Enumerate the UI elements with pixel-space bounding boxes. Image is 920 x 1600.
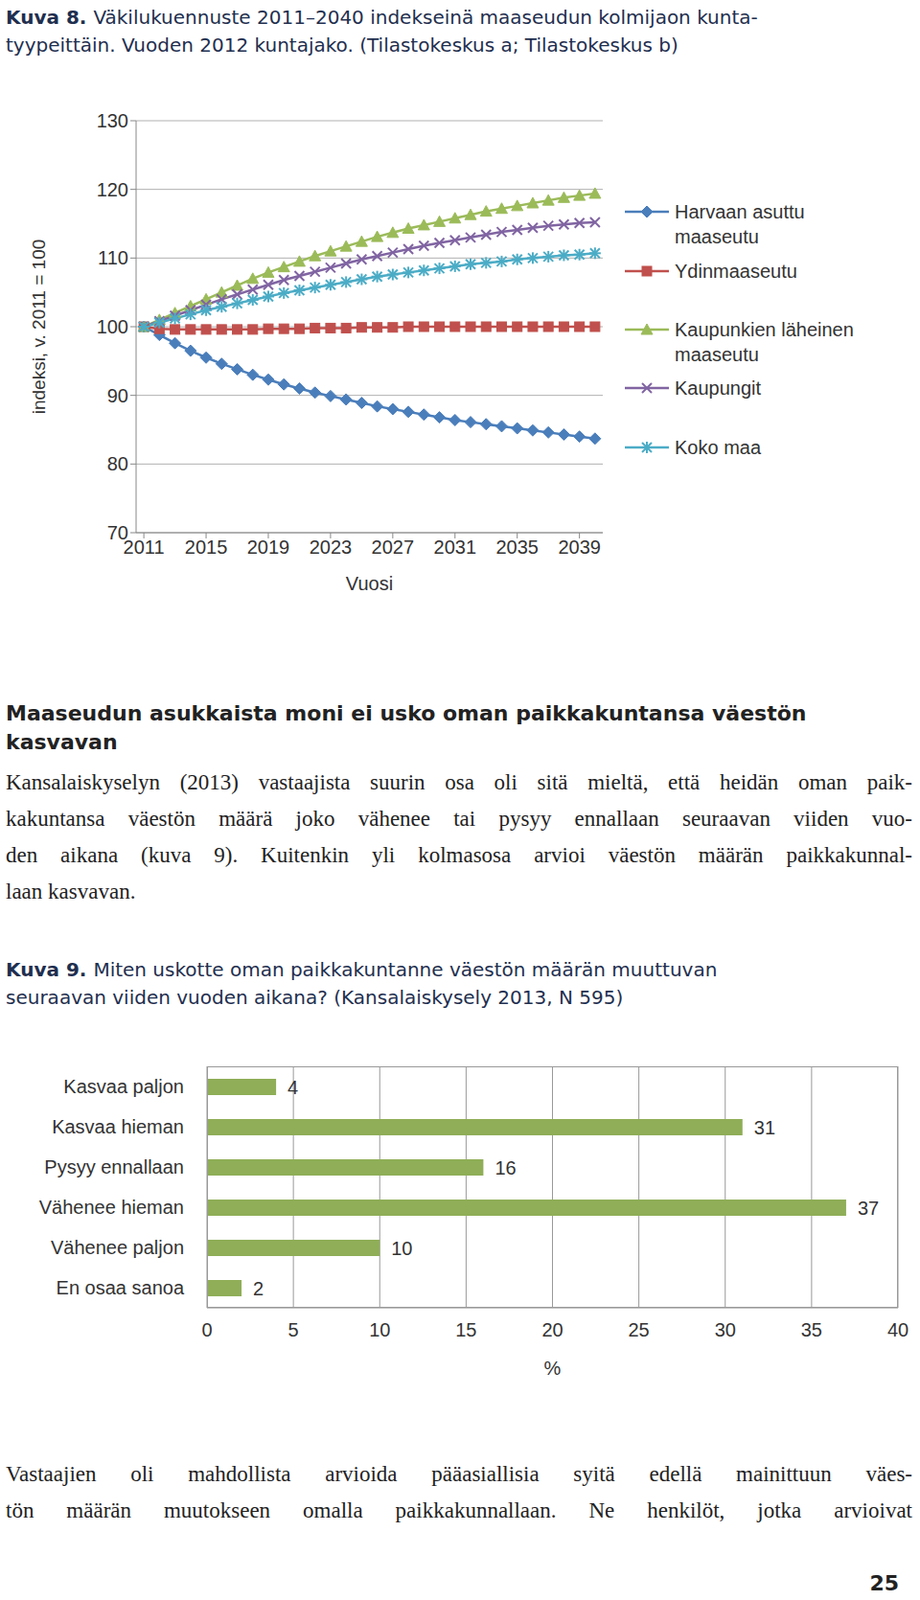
html-text:Kansalaiskyselyn (2013) vastaa: Kansalaiskyselyn (2013) vastaajista suur… — [5, 770, 913, 795]
svg-text:Vuosi: Vuosi — [345, 573, 393, 595]
html-text:25: 25 — [869, 1571, 899, 1596]
svg-text:0: 0 — [201, 1319, 212, 1341]
svg-text:2019: 2019 — [247, 536, 291, 558]
svg-text:30: 30 — [714, 1319, 736, 1341]
svg-text:2039: 2039 — [557, 536, 601, 558]
svg-text:2015: 2015 — [184, 536, 229, 558]
html-text:Kuva 9. Miten uskotte oman pai: Kuva 9. Miten uskotte oman paikkakuntann… — [5, 958, 718, 982]
svg-text:2035: 2035 — [495, 536, 539, 558]
svg-text:20: 20 — [541, 1319, 563, 1341]
svg-text:15: 15 — [455, 1319, 477, 1341]
svg-text:En osaa sanoa: En osaa sanoa — [56, 1277, 185, 1299]
html-text:seuraavan viiden vuoden aikana: seuraavan viiden vuoden aikana? (Kansala… — [5, 986, 624, 1010]
html-text:Vastaajien oli mahdollista arv: Vastaajien oli mahdollista arvioida pääa… — [5, 1462, 913, 1487]
html-text:kasvavan: kasvavan — [5, 730, 118, 755]
html-text:Kuva 8. Väkilukuennuste 2011–2: Kuva 8. Väkilukuennuste 2011–2040 indeks… — [5, 5, 758, 29]
html-text:den aikana (kuva 9). Kuitenkin: den aikana (kuva 9). Kuitenkin yli kolma… — [5, 843, 913, 868]
html-text:Ydinmaaseutu: Ydinmaaseutu — [674, 260, 798, 282]
html-text:Maaseudun asukkaista moni ei u: Maaseudun asukkaista moni ei usko oman p… — [5, 701, 807, 726]
svg-text:Vähenee paljon: Vähenee paljon — [50, 1237, 184, 1259]
svg-text:Vähenee hieman: Vähenee hieman — [39, 1196, 184, 1219]
svg-text:2023: 2023 — [309, 536, 353, 558]
html-text:tön määrän muutokseen omalla p: tön määrän muutokseen omalla paikkakunna… — [5, 1498, 913, 1523]
html-text:kakuntansa väestön määrä joko: kakuntansa väestön määrä joko vähenee ta… — [5, 806, 913, 831]
html-text:tyypeittäin. Vuoden 2012 kunta: tyypeittäin. Vuoden 2012 kuntajako. (Til… — [5, 33, 679, 57]
svg-text:70: 70 — [107, 522, 129, 544]
svg-text:2027: 2027 — [371, 536, 415, 558]
svg-text:90: 90 — [107, 385, 129, 407]
svg-text:35: 35 — [801, 1319, 823, 1341]
svg-text:120: 120 — [96, 179, 129, 201]
svg-text:10: 10 — [391, 1238, 413, 1260]
html-text:Kaupunkien läheinen maaseutu: Kaupunkien läheinen maaseutu — [674, 319, 854, 366]
svg-text:indeksi, v. 2011 = 100: indeksi, v. 2011 = 100 — [28, 239, 49, 415]
svg-text:2011: 2011 — [123, 536, 165, 558]
svg-text:Pysyy ennallaan: Pysyy ennallaan — [44, 1156, 184, 1178]
html-text:Kaupungit: Kaupungit — [674, 377, 762, 399]
svg-text:5: 5 — [288, 1319, 299, 1341]
svg-text:110: 110 — [97, 247, 129, 269]
svg-text:100: 100 — [96, 316, 129, 338]
svg-text:31: 31 — [754, 1117, 776, 1139]
svg-text:16: 16 — [494, 1157, 516, 1179]
svg-text:10: 10 — [368, 1319, 391, 1341]
html-text:Koko maa: Koko maa — [674, 437, 762, 459]
svg-text:4: 4 — [287, 1077, 299, 1099]
svg-text:80: 80 — [107, 453, 129, 475]
svg-text:130: 130 — [96, 110, 129, 132]
svg-text:2: 2 — [253, 1278, 264, 1300]
svg-text:40: 40 — [887, 1319, 909, 1341]
svg-text:2031: 2031 — [434, 536, 478, 558]
svg-text:%: % — [544, 1357, 562, 1380]
svg-text:Kasvaa hieman: Kasvaa hieman — [51, 1116, 184, 1138]
html-text:laan kasvavan.: laan kasvavan. — [5, 879, 136, 904]
html-text:Harvaan asuttu maaseutu: Harvaan asuttu maaseutu — [674, 201, 805, 248]
svg-text:25: 25 — [628, 1319, 650, 1341]
svg-text:Kasvaa paljon: Kasvaa paljon — [63, 1076, 184, 1098]
svg-text:37: 37 — [857, 1197, 879, 1219]
